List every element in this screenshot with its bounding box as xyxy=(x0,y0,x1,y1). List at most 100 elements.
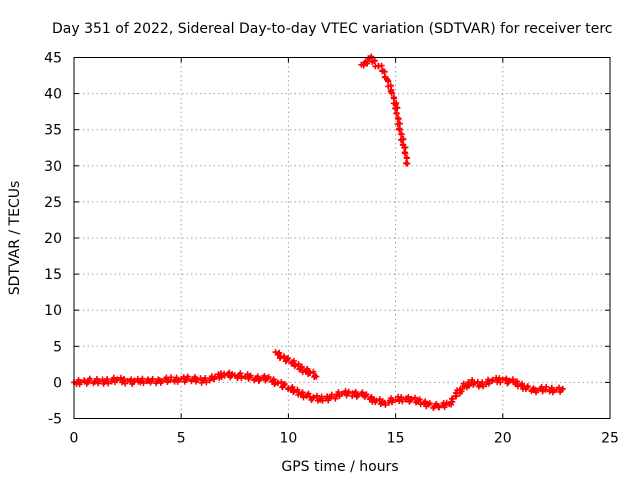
trace-marker xyxy=(471,380,478,387)
trace-marker xyxy=(408,396,415,403)
y-tick-label: 25 xyxy=(44,195,62,211)
trace-marker xyxy=(194,376,201,383)
trace-marker xyxy=(244,371,251,378)
x-tick-label: 20 xyxy=(494,431,512,447)
trace-marker xyxy=(300,394,307,401)
data-point xyxy=(559,385,566,392)
trace-marker xyxy=(449,395,456,402)
y-tick-label: -5 xyxy=(48,412,62,428)
trace-marker xyxy=(121,375,128,382)
trace-marker xyxy=(280,382,287,389)
series-main-track xyxy=(71,369,566,411)
trace-marker xyxy=(275,380,282,387)
trace-marker xyxy=(139,375,146,382)
data-layer xyxy=(71,53,566,411)
trace-marker xyxy=(140,380,147,387)
chart-title: Day 351 of 2022, Sidereal Day-to-day VTE… xyxy=(52,21,612,37)
trace-marker xyxy=(402,144,409,151)
trace-marker xyxy=(543,383,550,390)
x-tick-label: 10 xyxy=(279,431,297,447)
y-tick-label: 45 xyxy=(44,51,62,67)
y-tick-label: 20 xyxy=(44,231,62,247)
trace-marker xyxy=(405,393,412,400)
trace-marker xyxy=(524,383,531,390)
trace-marker xyxy=(398,394,405,401)
trace-marker xyxy=(238,375,245,382)
trace-marker xyxy=(265,373,272,380)
trace-marker xyxy=(416,396,423,403)
trace-marker xyxy=(399,398,406,405)
trace-marker xyxy=(304,365,311,372)
trace-marker xyxy=(394,115,401,122)
trace-marker xyxy=(168,374,175,381)
trace-marker xyxy=(460,380,467,387)
data-point xyxy=(313,373,320,380)
series-high-segment xyxy=(358,53,411,167)
y-tick-label: 35 xyxy=(44,123,62,139)
trace-marker xyxy=(203,379,210,386)
trace-marker xyxy=(318,393,325,400)
trace-marker xyxy=(489,376,496,383)
trace-marker xyxy=(373,397,380,404)
trace-marker xyxy=(400,136,407,143)
trace-marker xyxy=(394,104,401,111)
trace-marker xyxy=(278,379,285,386)
trace-marker xyxy=(212,373,219,380)
trace-marker xyxy=(411,394,418,401)
trace-marker xyxy=(299,369,306,376)
trace-marker xyxy=(396,125,403,132)
y-tick-label: 5 xyxy=(53,339,62,355)
trace-marker xyxy=(480,383,487,390)
data-point xyxy=(404,160,411,167)
trace-marker xyxy=(335,389,342,396)
trace-marker xyxy=(534,387,541,394)
trace-marker xyxy=(359,389,366,396)
x-axis-label: GPS time / hours xyxy=(281,459,398,475)
trace-marker xyxy=(352,389,359,396)
y-tick-label: 0 xyxy=(53,375,62,391)
trace-marker xyxy=(345,388,352,395)
y-tick-label: 40 xyxy=(44,87,62,103)
trace-marker xyxy=(388,89,395,96)
trace-marker xyxy=(396,120,403,127)
trace-marker xyxy=(289,384,296,391)
trace-marker xyxy=(299,389,306,396)
trace-marker xyxy=(149,375,156,382)
trace-marker xyxy=(381,68,388,75)
trace-marker xyxy=(307,369,314,376)
trace-marker xyxy=(290,357,297,364)
trace-marker xyxy=(285,355,292,362)
tick-layer: 0 5 10 15 20 25 -5 0 5 10 15 20 25 30 35 40 45 xyxy=(44,51,619,447)
trace-marker xyxy=(469,377,476,384)
trace-marker xyxy=(417,401,424,408)
plot-frame xyxy=(73,57,611,419)
trace-marker xyxy=(371,57,378,64)
trace-marker xyxy=(514,378,521,385)
trace-marker xyxy=(110,374,117,381)
trace-marker xyxy=(298,363,305,370)
y-axis-label: SDTVAR / TECUs xyxy=(7,181,23,296)
trace-marker xyxy=(514,383,521,390)
trace-marker xyxy=(221,372,228,379)
trace-marker xyxy=(281,381,288,388)
x-tick-label: 15 xyxy=(387,431,405,447)
y-tick-label: 15 xyxy=(44,267,62,283)
trace-marker xyxy=(401,149,408,156)
trace-marker xyxy=(276,349,283,356)
trace-marker xyxy=(313,392,320,399)
trace-marker xyxy=(479,379,486,386)
trace-marker xyxy=(310,394,317,401)
trace-marker xyxy=(104,376,111,383)
trace-marker xyxy=(503,375,510,382)
trace-marker xyxy=(433,400,440,407)
trace-marker xyxy=(237,370,244,377)
trace-marker xyxy=(403,154,410,161)
trace-marker xyxy=(86,375,93,382)
grid-layer xyxy=(74,57,610,419)
trace-marker xyxy=(184,373,191,380)
trace-marker xyxy=(131,377,138,384)
trace-marker xyxy=(291,387,298,394)
x-tick-label: 25 xyxy=(601,431,619,447)
series-short-segment xyxy=(272,349,320,380)
